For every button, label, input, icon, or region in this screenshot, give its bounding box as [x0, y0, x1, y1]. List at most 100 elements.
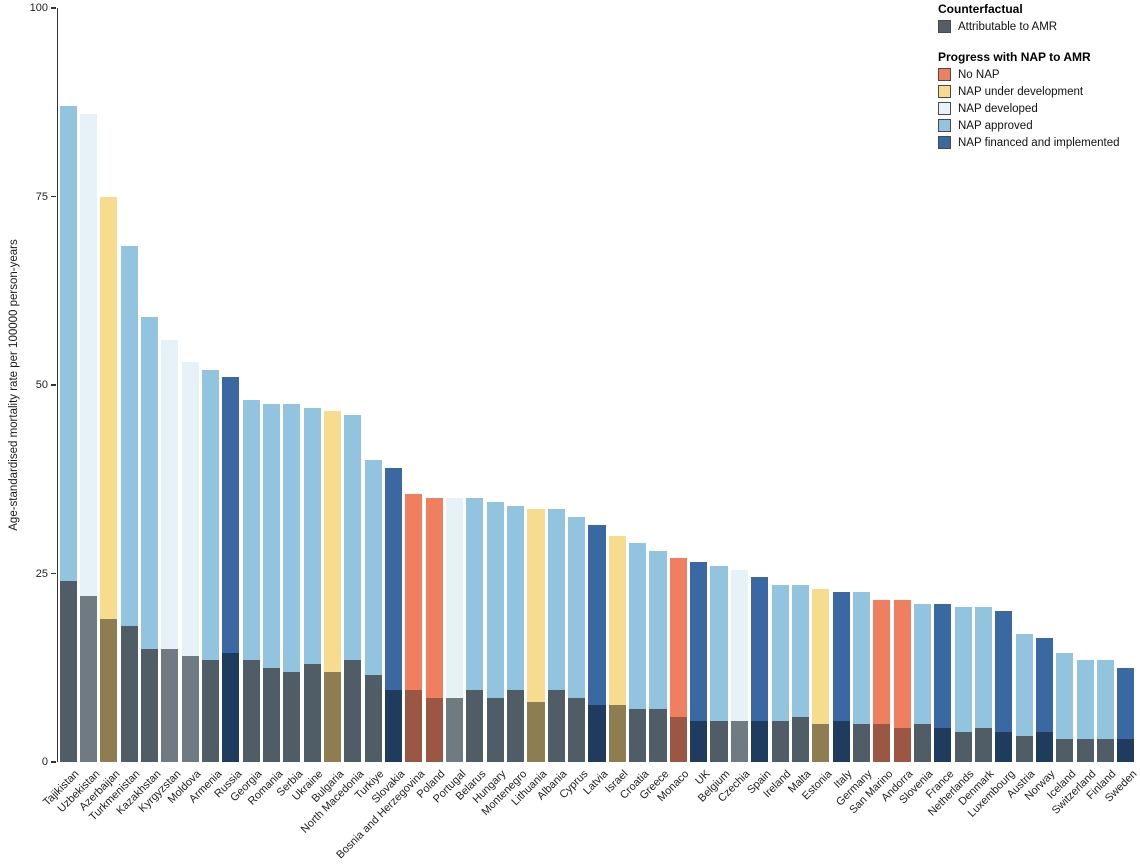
- bar-hungary: [486, 501, 504, 762]
- bar-cyprus: [568, 516, 586, 762]
- bar-belarus: [466, 498, 484, 762]
- bar-serbia-attributable: [283, 671, 301, 762]
- attributable-swatch: [938, 20, 951, 33]
- bar-france-attributable: [934, 728, 952, 762]
- bar-latvia-attributable: [588, 705, 606, 762]
- bar-norway-attributable: [1035, 731, 1053, 762]
- y-tick-label-25: 25: [35, 567, 48, 580]
- bar-kyrgyzstan-attributable: [161, 648, 179, 762]
- bar-albania: [547, 509, 565, 762]
- y-tick-mark-50: [51, 384, 56, 386]
- bar-cyprus-attributable: [568, 697, 586, 762]
- y-tick-label-75: 75: [35, 190, 48, 203]
- bar-belarus-attributable: [466, 690, 484, 762]
- bar-andorra-attributable: [893, 728, 911, 762]
- bar-croatia: [629, 543, 647, 762]
- bar-luxembourg: [995, 611, 1013, 762]
- bar-sweden: [1117, 667, 1135, 762]
- legend-item-financed: NAP financed and implemented: [938, 136, 1120, 149]
- bar-moldova: [181, 362, 199, 762]
- no_nap-swatch: [938, 68, 951, 81]
- bar-finland: [1096, 660, 1115, 762]
- legend-item-no_nap: No NAP: [938, 68, 1120, 81]
- legend-spacer: [938, 37, 1120, 50]
- bar-france: [934, 603, 952, 762]
- financed-swatch: [938, 136, 951, 149]
- bar-croatia-attributable: [629, 709, 647, 762]
- bar-andorra: [893, 599, 911, 762]
- bar-kazakhstan-attributable: [140, 648, 159, 762]
- bar-spain: [751, 577, 769, 762]
- legend-item-label: NAP under development: [958, 85, 1084, 98]
- y-tick-mark-25: [51, 572, 56, 575]
- bar-finland-attributable: [1096, 739, 1115, 762]
- y-tick-mark-100: [51, 7, 56, 9]
- bar-uk-attributable: [690, 720, 708, 762]
- bar-estonia: [812, 588, 830, 762]
- bar-ukraine-attributable: [303, 663, 321, 762]
- bar-san-marino: [873, 599, 891, 762]
- bar-italy-attributable: [832, 720, 850, 762]
- y-tick-mark-75: [51, 195, 56, 198]
- bar-armenia-attributable: [202, 660, 220, 762]
- bar-israel-attributable: [608, 705, 626, 762]
- approved-swatch: [938, 119, 951, 132]
- bar-germany-attributable: [852, 724, 870, 762]
- bar-malta: [791, 584, 809, 762]
- y-tick-label-100: 100: [29, 2, 48, 14]
- bar-norway: [1035, 637, 1053, 762]
- bar-poland: [425, 498, 443, 762]
- bar-latvia: [588, 524, 606, 762]
- bar-denmark-attributable: [974, 728, 992, 762]
- bar-slovenia: [913, 603, 931, 762]
- bar-uzbekistan-attributable: [79, 596, 98, 762]
- y-tick-mark-0: [51, 761, 56, 763]
- bar-belgium-attributable: [710, 720, 728, 762]
- bar-azerbaijan: [100, 196, 118, 762]
- legend-item-attributable: Attributable to AMR: [938, 20, 1120, 33]
- bar-uk: [690, 562, 708, 762]
- bar-iceland-attributable: [1056, 739, 1074, 762]
- bar-austria: [1015, 633, 1033, 762]
- bar-turkiye: [364, 460, 382, 762]
- legend-nap-title: Progress with NAP to AMR: [938, 50, 1091, 64]
- bar-kyrgyzstan: [161, 339, 179, 762]
- bar-switzerland-attributable: [1076, 739, 1094, 762]
- bar-portugal-attributable: [446, 697, 464, 762]
- under_development-swatch: [938, 85, 951, 98]
- developed-swatch: [938, 102, 951, 115]
- bar-denmark: [974, 607, 992, 762]
- bar-slovakia: [385, 467, 403, 762]
- bar-estonia-attributable: [812, 724, 830, 762]
- bar-luxembourg-attributable: [995, 731, 1013, 762]
- bar-north-macedonia: [344, 415, 362, 762]
- legend-item-label: NAP approved: [958, 119, 1033, 132]
- bar-kazakhstan: [140, 317, 159, 762]
- bar-poland-attributable: [425, 697, 443, 762]
- bar-turkiye-attributable: [364, 675, 382, 762]
- bar-tajikistan-attributable: [59, 581, 77, 762]
- bar-turkmenistan: [120, 245, 138, 762]
- legend-item-label: No NAP: [958, 68, 1000, 81]
- legend: Counterfactual Attributable to AMR Progr…: [938, 2, 1120, 153]
- bar-czechia-attributable: [730, 720, 748, 762]
- bar-iceland: [1056, 652, 1074, 762]
- legend-item-label: Attributable to AMR: [958, 20, 1058, 33]
- y-tick-label-50: 50: [35, 379, 48, 391]
- bar-bosnia-and-herzegovina: [405, 494, 423, 762]
- bar-romania: [263, 403, 281, 762]
- bar-turkmenistan-attributable: [120, 626, 138, 762]
- bar-israel: [608, 535, 626, 762]
- bar-slovenia-attributable: [913, 724, 931, 762]
- bar-georgia-attributable: [242, 660, 260, 762]
- plot-area: [57, 8, 1135, 762]
- bar-azerbaijan-attributable: [100, 618, 118, 762]
- legend-nap-items: No NAP NAP under development NAP developed…: [938, 68, 1120, 149]
- bar-bosnia-and-herzegovina-attributable: [405, 690, 423, 762]
- legend-item-under_development: NAP under development: [938, 85, 1120, 98]
- bar-hungary-attributable: [486, 697, 504, 762]
- bar-portugal: [446, 498, 464, 762]
- bar-north-macedonia-attributable: [344, 660, 362, 762]
- bar-ireland: [771, 584, 789, 762]
